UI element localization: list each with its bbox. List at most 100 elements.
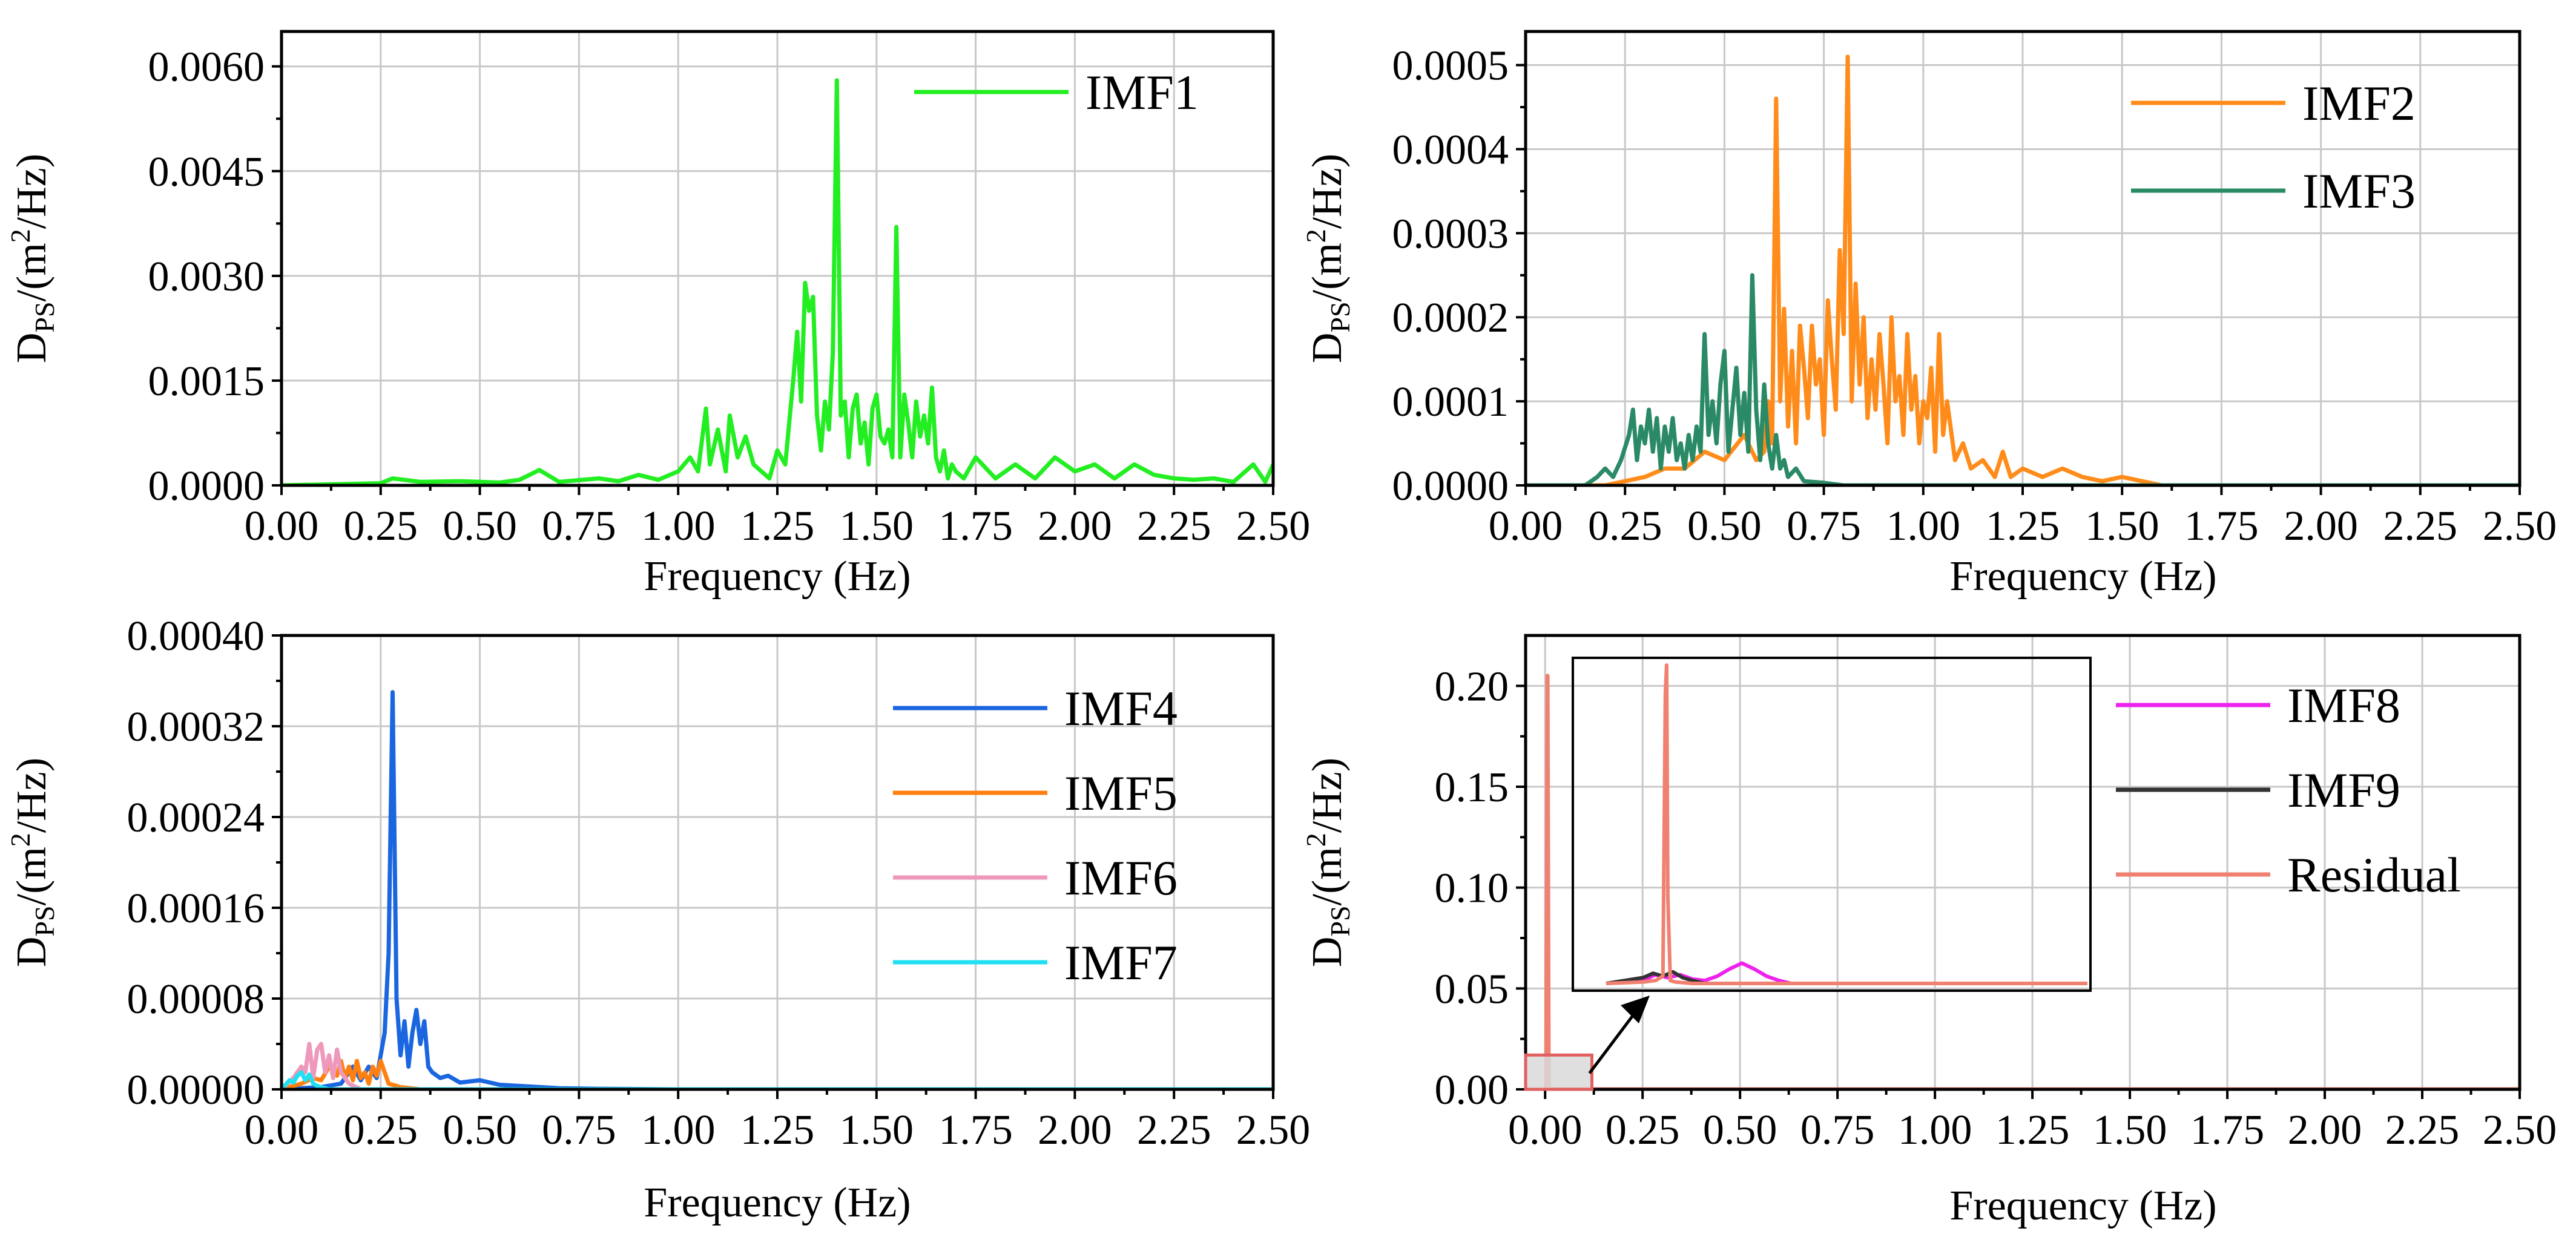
- x-tick-label: 1.00: [1886, 503, 1961, 550]
- plot-area: [1526, 54, 2520, 485]
- x-axis-title: Frequency (Hz): [1949, 1183, 2216, 1229]
- series-line-IMF3: [1526, 273, 2520, 485]
- x-tick-label: 0.75: [1787, 503, 1861, 550]
- y-tick-label: 0.05: [1435, 966, 1509, 1012]
- chart-panel-1: 0.00 0.25 0.50 0.75 1.00 1.25 1.50 1.75 2.00 2.25…: [5, 30, 1311, 600]
- y-tick-label: 0.20: [1435, 663, 1509, 710]
- chart-panel-3: 0.00 0.25 0.50 0.75 1.00 1.25 1.50 1.75 2.00 2.25…: [5, 613, 1310, 1226]
- series-line-IMF1: [282, 78, 1273, 485]
- y-tick-label: 0.0005: [1392, 43, 1509, 90]
- x-tick-label: 0.00: [1508, 1107, 1583, 1153]
- x-tick-label: 2.50: [1236, 1107, 1311, 1153]
- series-line-IMF6: [282, 1042, 1273, 1089]
- x-tick-label: 0.00: [245, 503, 319, 550]
- y-tick-label: 0.00000: [127, 1067, 265, 1114]
- y-axis-title: DPS/(m2/Hz): [5, 758, 60, 967]
- legend-label-IMF6: IMF6: [1064, 850, 1178, 905]
- legend-label-IMF4: IMF4: [1064, 681, 1178, 736]
- x-tick-label: 2.00: [1038, 1107, 1112, 1153]
- legend-label-IMF5: IMF5: [1064, 766, 1178, 821]
- x-tick-label: 2.50: [1236, 503, 1311, 550]
- y-tick-label: 0.0003: [1392, 211, 1509, 257]
- y-tick-label: 0.00024: [127, 795, 265, 841]
- x-tick-label: 0.25: [344, 1107, 418, 1153]
- x-tick-label: 1.50: [2093, 1107, 2167, 1153]
- series-line-IMF2: [1526, 54, 2520, 485]
- x-tick-label: 1.50: [840, 1107, 914, 1153]
- x-tick-label: 2.00: [2288, 1107, 2362, 1153]
- plot-frame: [1524, 634, 2522, 1091]
- x-tick-label: 0.00: [1489, 503, 1563, 550]
- y-axis-title: DPS/(m2/Hz): [1300, 758, 1356, 967]
- y-tick-label: 0.0030: [148, 254, 265, 300]
- x-tick-label: 1.25: [1995, 1107, 2070, 1153]
- legend-label-Residual: Residual: [2287, 847, 2461, 902]
- x-tick-label: 0.25: [344, 503, 418, 550]
- y-tick-label: 0.0001: [1392, 379, 1509, 425]
- x-tick-label: 1.75: [2184, 503, 2259, 550]
- x-axis-title: Frequency (Hz): [644, 1180, 911, 1226]
- x-tick-label: 1.75: [2190, 1107, 2265, 1153]
- y-tick-label: 0.0002: [1392, 295, 1509, 341]
- legend-label-IMF3: IMF3: [2302, 163, 2416, 218]
- legend-label-IMF2: IMF2: [2302, 76, 2416, 131]
- x-tick-label: 2.25: [2385, 1107, 2460, 1153]
- y-tick-label: 0.00040: [127, 613, 265, 660]
- y-tick-label: 0.10: [1435, 865, 1509, 912]
- x-tick-label: 1.00: [1898, 1107, 1972, 1153]
- plot-area: [282, 690, 1273, 1089]
- x-tick-label: 1.00: [641, 503, 716, 550]
- y-tick-label: 0.0015: [148, 358, 265, 405]
- y-axis-title: DPS/(m2/Hz): [1300, 154, 1356, 363]
- zoom-arrow-head: [1621, 996, 1650, 1023]
- y-tick-label: 0.15: [1435, 764, 1509, 811]
- series-line-IMF4: [282, 690, 1273, 1089]
- zoom-source-box: [1524, 1053, 1593, 1091]
- x-tick-label: 1.25: [1986, 503, 2060, 550]
- x-tick-label: 0.75: [542, 503, 616, 550]
- x-tick-label: 1.50: [2085, 503, 2159, 550]
- y-tick-label: 0.0004: [1392, 126, 1509, 173]
- x-tick-label: 0.50: [443, 503, 517, 550]
- x-tick-label: 2.50: [2483, 503, 2557, 550]
- x-tick-label: 1.00: [641, 1107, 716, 1153]
- plot-area: [282, 78, 1273, 485]
- y-tick-label: 0.0000: [148, 463, 265, 510]
- series-line-IMF7: [282, 1070, 1273, 1089]
- x-tick-label: 0.25: [1606, 1107, 1680, 1153]
- y-axis-title: DPS/(m2/Hz): [5, 154, 60, 363]
- x-tick-label: 0.00: [245, 1107, 319, 1153]
- y-tick-label: 0.00016: [127, 885, 265, 932]
- x-tick-label: 1.25: [740, 503, 815, 550]
- x-axis-title: Frequency (Hz): [1949, 553, 2216, 600]
- y-tick-label: 0.00032: [127, 704, 265, 750]
- x-tick-label: 1.50: [840, 503, 914, 550]
- x-tick-label: 2.25: [1137, 503, 1211, 550]
- chart-panel-2: 0.00 0.25 0.50 0.75 1.00 1.25 1.50 1.75 2.00 2.25…: [1300, 30, 2557, 600]
- legend-label-IMF9: IMF9: [2287, 763, 2400, 818]
- x-tick-label: 2.00: [1038, 503, 1112, 550]
- x-tick-label: 2.25: [1137, 1107, 1211, 1153]
- inset-plot: [1606, 663, 2087, 985]
- x-tick-label: 0.50: [1687, 503, 1762, 550]
- x-tick-label: 2.50: [2483, 1107, 2557, 1153]
- x-tick-label: 0.75: [542, 1107, 616, 1153]
- chart-panel-4: 0.00 0.25 0.50 0.75 1.00 1.25 1.50 1.75 2.00 2.25…: [1300, 634, 2557, 1229]
- y-tick-label: 0.0045: [148, 149, 265, 195]
- legend-label-IMF1: IMF1: [1085, 65, 1199, 120]
- inset-series-Residual: [1606, 663, 2087, 985]
- x-tick-label: 0.50: [443, 1107, 517, 1153]
- y-tick-label: 0.00008: [127, 976, 265, 1023]
- x-tick-label: 1.75: [938, 503, 1013, 550]
- x-tick-label: 0.25: [1588, 503, 1662, 550]
- y-tick-label: 0.00: [1435, 1067, 1509, 1114]
- x-tick-label: 0.50: [1703, 1107, 1777, 1153]
- y-tick-label: 0.0000: [1392, 463, 1509, 510]
- legend-label-IMF8: IMF8: [2287, 678, 2400, 733]
- x-tick-label: 2.00: [2284, 503, 2358, 550]
- x-tick-label: 1.75: [938, 1107, 1013, 1153]
- y-tick-label: 0.0060: [148, 44, 265, 91]
- x-tick-label: 2.25: [2383, 503, 2458, 550]
- inset-frame: [1572, 657, 2092, 992]
- x-tick-label: 1.25: [740, 1107, 815, 1153]
